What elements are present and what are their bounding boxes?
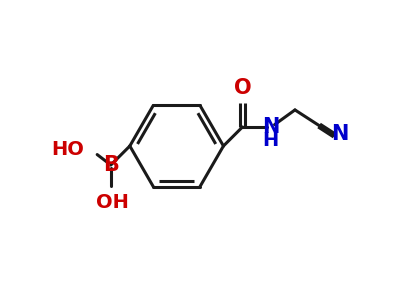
Text: H: H — [262, 131, 278, 150]
Text: OH: OH — [96, 193, 128, 212]
Text: N: N — [261, 117, 279, 137]
Text: HO: HO — [52, 140, 84, 159]
Text: O: O — [233, 78, 251, 98]
Text: B: B — [103, 155, 119, 175]
Text: N: N — [330, 124, 348, 144]
